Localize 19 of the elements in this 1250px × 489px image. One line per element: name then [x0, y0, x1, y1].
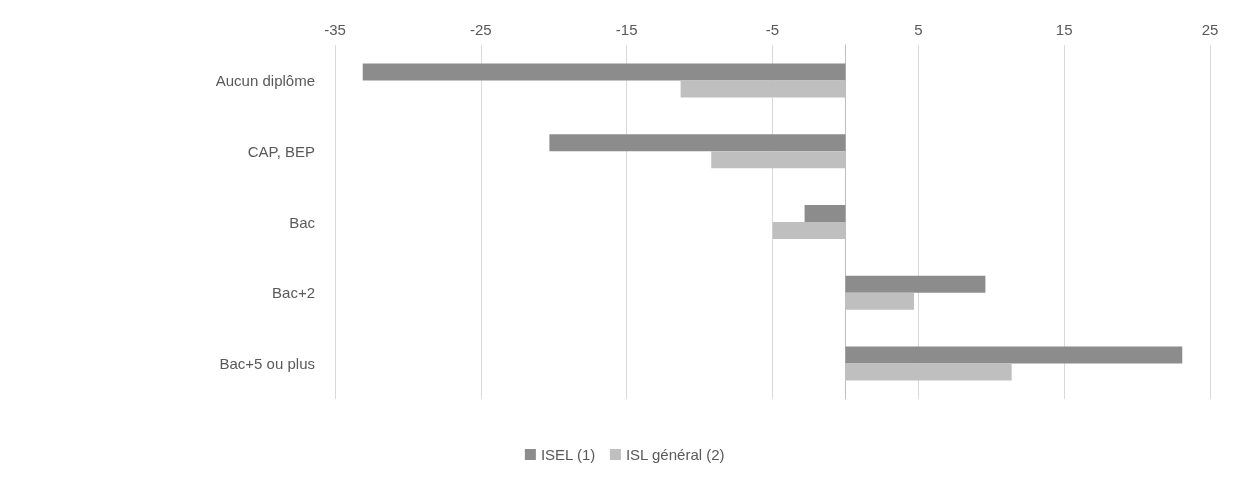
x-tick-label: 25	[1201, 21, 1219, 38]
x-tick-label: -5	[765, 21, 780, 38]
x-tick-label: 5	[914, 21, 923, 38]
y-tick-label: Bac+2	[272, 284, 315, 302]
x-tick-label: -25	[469, 21, 492, 38]
bar	[845, 275, 986, 293]
bar	[362, 63, 846, 81]
x-tick-label: -35	[324, 21, 346, 38]
y-tick-label: Bac+5 ou plus	[219, 355, 315, 373]
bar	[804, 205, 846, 222]
y-tick-label: CAP, BEP	[247, 142, 315, 160]
bar	[549, 134, 846, 152]
y-tick-label: Aucun diplôme	[215, 71, 315, 89]
bar	[845, 346, 1183, 364]
x-tick-label: 15	[1055, 21, 1073, 38]
x-tick-label: -15	[615, 21, 638, 38]
legend-label: ISL général (2)	[625, 446, 725, 463]
legend-label: ISEL (1)	[540, 446, 596, 463]
y-tick-label: Bac	[289, 213, 316, 231]
